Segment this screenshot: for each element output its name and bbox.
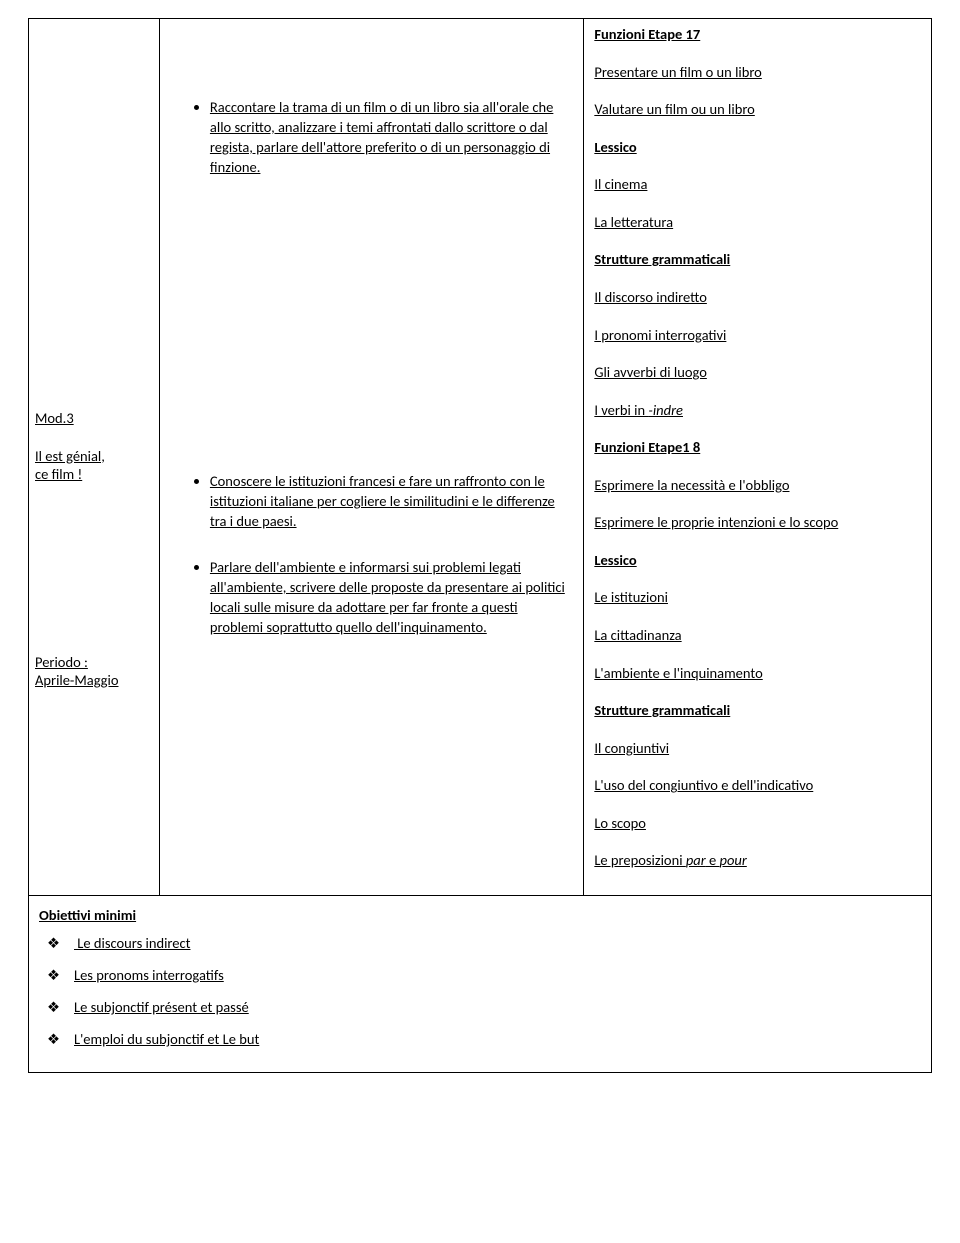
min-objective-item: Les pronoms interrogatifs <box>74 966 224 984</box>
content-line: Presentare un film o un libro <box>594 63 921 83</box>
content-line: I pronomi interrogativi <box>594 326 921 346</box>
functions-heading-2: Funzioni Etape1 8 <box>594 438 921 458</box>
grammar-heading: Strutture grammaticali <box>594 701 921 721</box>
period-value: Aprile-Maggio <box>35 671 153 689</box>
bottom-cell: Obiettivi minimi Le discours indirect Le… <box>29 895 932 1072</box>
module-number: Mod.3 <box>35 409 153 429</box>
col3-cell: Funzioni Etape 17 Presentare un film o u… <box>584 19 932 896</box>
min-objective-item: L'emploi du subjonctif et Le but <box>74 1030 259 1048</box>
objective-item: Conoscere le istituzioni francesi e fare… <box>210 471 573 531</box>
min-objectives-list: Le discours indirect Les pronoms interro… <box>39 934 921 1048</box>
content-line: Il cinema <box>594 175 921 195</box>
content-line: Il discorso indiretto <box>594 288 921 308</box>
content-line: Le preposizioni par e pour <box>594 851 921 871</box>
module-title-line2: ce film ! <box>35 465 153 483</box>
objective-item: Parlare dell'ambiente e informarsi sui p… <box>210 557 573 637</box>
content-line: Il congiuntivi <box>594 739 921 759</box>
objectives-list-bottom: Conoscere le istituzioni francesi e fare… <box>170 471 573 637</box>
content-line: La cittadinanza <box>594 626 921 646</box>
content-line: Valutare un film ou un libro <box>594 100 921 120</box>
lexicon-heading: Lessico <box>594 138 921 158</box>
col1-cell: Mod.3 Il est génial, ce film ! Periodo :… <box>29 19 160 896</box>
min-objectives-heading: Obiettivi minimi <box>39 906 921 924</box>
content-line: Le istituzioni <box>594 588 921 608</box>
period-label: Periodo : <box>35 653 153 671</box>
content-line: Esprimere le proprie intenzioni e lo sco… <box>594 513 921 533</box>
objective-item: Raccontare la trama di un film o di un l… <box>210 97 573 177</box>
module-title-line1: Il est génial, <box>35 447 153 465</box>
grammar-heading: Strutture grammaticali <box>594 250 921 270</box>
content-line: La letteratura <box>594 213 921 233</box>
col2-cell: Raccontare la trama di un film o di un l… <box>159 19 583 896</box>
functions-heading-1: Funzioni Etape 17 <box>594 25 921 45</box>
content-line: L'uso del congiuntivo e dell'indicativo <box>594 776 921 796</box>
content-line: Gli avverbi di luogo <box>594 363 921 383</box>
lexicon-heading: Lessico <box>594 551 921 571</box>
content-line: Lo scopo <box>594 814 921 834</box>
min-objective-item: Le discours indirect <box>74 934 190 952</box>
content-line: L'ambiente e l'inquinamento <box>594 664 921 684</box>
objectives-list-top: Raccontare la trama di un film o di un l… <box>170 97 573 177</box>
min-objective-item: Le subjonctif présent et passé <box>74 998 249 1016</box>
curriculum-table: Mod.3 Il est génial, ce film ! Periodo :… <box>28 18 932 1073</box>
content-line: Esprimere la necessità e l'obbligo <box>594 476 921 496</box>
content-line: I verbi in -indre <box>594 401 921 421</box>
